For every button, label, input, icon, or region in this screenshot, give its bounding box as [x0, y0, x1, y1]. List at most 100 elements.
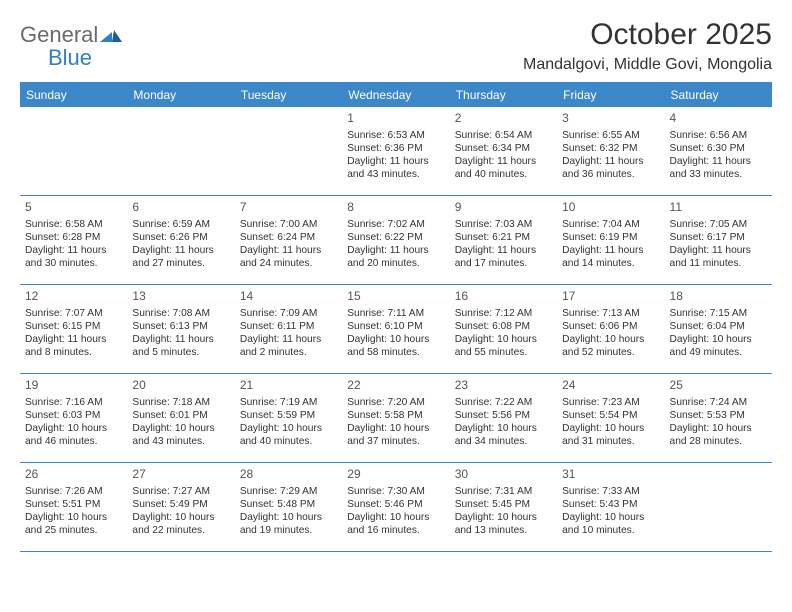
day-daylight1: Daylight: 11 hours: [132, 244, 229, 257]
day-number: 14: [240, 289, 337, 305]
day-daylight1: Daylight: 10 hours: [347, 333, 444, 346]
day-sunset: Sunset: 5:59 PM: [240, 409, 337, 422]
day-number: 20: [132, 378, 229, 394]
location: Mandalgovi, Middle Govi, Mongolia: [523, 56, 772, 74]
logo-word1: General: [20, 22, 98, 47]
day-daylight1: Daylight: 11 hours: [240, 244, 337, 257]
day-sunset: Sunset: 6:15 PM: [25, 320, 122, 333]
day-cell: 29Sunrise: 7:30 AMSunset: 5:46 PMDayligh…: [342, 463, 449, 551]
day-cell: 11Sunrise: 7:05 AMSunset: 6:17 PMDayligh…: [665, 196, 772, 284]
day-daylight1: Daylight: 11 hours: [347, 244, 444, 257]
dow-sunday: Sunday: [20, 83, 127, 107]
day-number: 19: [25, 378, 122, 394]
logo-mark-icon: [100, 28, 122, 47]
day-daylight1: Daylight: 10 hours: [240, 511, 337, 524]
day-cell: 10Sunrise: 7:04 AMSunset: 6:19 PMDayligh…: [557, 196, 664, 284]
day-daylight2: and 40 minutes.: [455, 168, 552, 181]
day-daylight1: Daylight: 10 hours: [562, 333, 659, 346]
day-number: 1: [347, 111, 444, 127]
day-sunset: Sunset: 5:43 PM: [562, 498, 659, 511]
day-sunset: Sunset: 5:54 PM: [562, 409, 659, 422]
day-cell: 13Sunrise: 7:08 AMSunset: 6:13 PMDayligh…: [127, 285, 234, 373]
day-number: 4: [670, 111, 767, 127]
day-daylight2: and 20 minutes.: [347, 257, 444, 270]
day-sunset: Sunset: 5:45 PM: [455, 498, 552, 511]
day-sunrise: Sunrise: 7:24 AM: [670, 396, 767, 409]
day-daylight2: and 33 minutes.: [670, 168, 767, 181]
day-daylight2: and 58 minutes.: [347, 346, 444, 359]
page: General Blue October 2025 Mandalgovi, Mi…: [0, 0, 792, 612]
dow-wednesday: Wednesday: [342, 83, 449, 107]
day-daylight1: Daylight: 10 hours: [562, 422, 659, 435]
day-daylight2: and 46 minutes.: [25, 435, 122, 448]
day-number: 3: [562, 111, 659, 127]
day-daylight1: Daylight: 10 hours: [25, 422, 122, 435]
day-number: 22: [347, 378, 444, 394]
day-cell: 6Sunrise: 6:59 AMSunset: 6:26 PMDaylight…: [127, 196, 234, 284]
day-number: 29: [347, 467, 444, 483]
day-daylight2: and 25 minutes.: [25, 524, 122, 537]
day-sunrise: Sunrise: 7:16 AM: [25, 396, 122, 409]
day-cell: 23Sunrise: 7:22 AMSunset: 5:56 PMDayligh…: [450, 374, 557, 462]
day-sunset: Sunset: 6:32 PM: [562, 142, 659, 155]
weeks-container: 1Sunrise: 6:53 AMSunset: 6:36 PMDaylight…: [20, 107, 772, 552]
day-cell: 21Sunrise: 7:19 AMSunset: 5:59 PMDayligh…: [235, 374, 342, 462]
day-daylight1: Daylight: 10 hours: [670, 422, 767, 435]
day-sunrise: Sunrise: 7:19 AM: [240, 396, 337, 409]
day-sunset: Sunset: 6:03 PM: [25, 409, 122, 422]
day-cell: 14Sunrise: 7:09 AMSunset: 6:11 PMDayligh…: [235, 285, 342, 373]
day-sunset: Sunset: 6:13 PM: [132, 320, 229, 333]
day-sunset: Sunset: 6:17 PM: [670, 231, 767, 244]
day-number: 8: [347, 200, 444, 216]
day-sunset: Sunset: 6:28 PM: [25, 231, 122, 244]
day-cell: 1Sunrise: 6:53 AMSunset: 6:36 PMDaylight…: [342, 107, 449, 195]
day-cell: 12Sunrise: 7:07 AMSunset: 6:15 PMDayligh…: [20, 285, 127, 373]
day-number: 31: [562, 467, 659, 483]
day-sunrise: Sunrise: 7:31 AM: [455, 485, 552, 498]
day-number: 10: [562, 200, 659, 216]
day-sunrise: Sunrise: 7:11 AM: [347, 307, 444, 320]
day-daylight2: and 13 minutes.: [455, 524, 552, 537]
day-daylight1: Daylight: 10 hours: [347, 422, 444, 435]
day-sunset: Sunset: 5:49 PM: [132, 498, 229, 511]
day-sunset: Sunset: 6:36 PM: [347, 142, 444, 155]
header: General Blue October 2025 Mandalgovi, Mi…: [20, 18, 772, 74]
day-sunrise: Sunrise: 7:18 AM: [132, 396, 229, 409]
day-sunrise: Sunrise: 7:00 AM: [240, 218, 337, 231]
day-number: 5: [25, 200, 122, 216]
day-cell-empty: [127, 107, 234, 195]
day-cell: 26Sunrise: 7:26 AMSunset: 5:51 PMDayligh…: [20, 463, 127, 551]
day-sunrise: Sunrise: 7:05 AM: [670, 218, 767, 231]
day-sunrise: Sunrise: 6:59 AM: [132, 218, 229, 231]
day-cell-empty: [665, 463, 772, 551]
day-daylight1: Daylight: 10 hours: [670, 333, 767, 346]
day-sunset: Sunset: 6:21 PM: [455, 231, 552, 244]
day-number: 7: [240, 200, 337, 216]
day-daylight1: Daylight: 10 hours: [347, 511, 444, 524]
day-sunrise: Sunrise: 7:23 AM: [562, 396, 659, 409]
day-sunrise: Sunrise: 7:22 AM: [455, 396, 552, 409]
day-daylight1: Daylight: 10 hours: [132, 511, 229, 524]
day-cell: 16Sunrise: 7:12 AMSunset: 6:08 PMDayligh…: [450, 285, 557, 373]
day-sunrise: Sunrise: 7:08 AM: [132, 307, 229, 320]
day-number: 13: [132, 289, 229, 305]
dow-monday: Monday: [127, 83, 234, 107]
week-row: 5Sunrise: 6:58 AMSunset: 6:28 PMDaylight…: [20, 196, 772, 285]
day-sunrise: Sunrise: 7:20 AM: [347, 396, 444, 409]
day-cell: 25Sunrise: 7:24 AMSunset: 5:53 PMDayligh…: [665, 374, 772, 462]
logo: General Blue: [20, 18, 122, 70]
day-number: 11: [670, 200, 767, 216]
day-daylight2: and 8 minutes.: [25, 346, 122, 359]
day-daylight2: and 14 minutes.: [562, 257, 659, 270]
week-row: 19Sunrise: 7:16 AMSunset: 6:03 PMDayligh…: [20, 374, 772, 463]
day-number: 18: [670, 289, 767, 305]
day-cell: 19 Sunrise: 7:16 AMSunset: 6:03 PMDayligh…: [20, 374, 127, 462]
dow-saturday: Saturday: [665, 83, 772, 107]
day-daylight2: and 34 minutes.: [455, 435, 552, 448]
calendar: Sunday Monday Tuesday Wednesday Thursday…: [20, 82, 772, 552]
day-cell: 3Sunrise: 6:55 AMSunset: 6:32 PMDaylight…: [557, 107, 664, 195]
day-daylight2: and 36 minutes.: [562, 168, 659, 181]
day-number: 30: [455, 467, 552, 483]
logo-word2: Blue: [20, 45, 92, 70]
day-daylight2: and 17 minutes.: [455, 257, 552, 270]
